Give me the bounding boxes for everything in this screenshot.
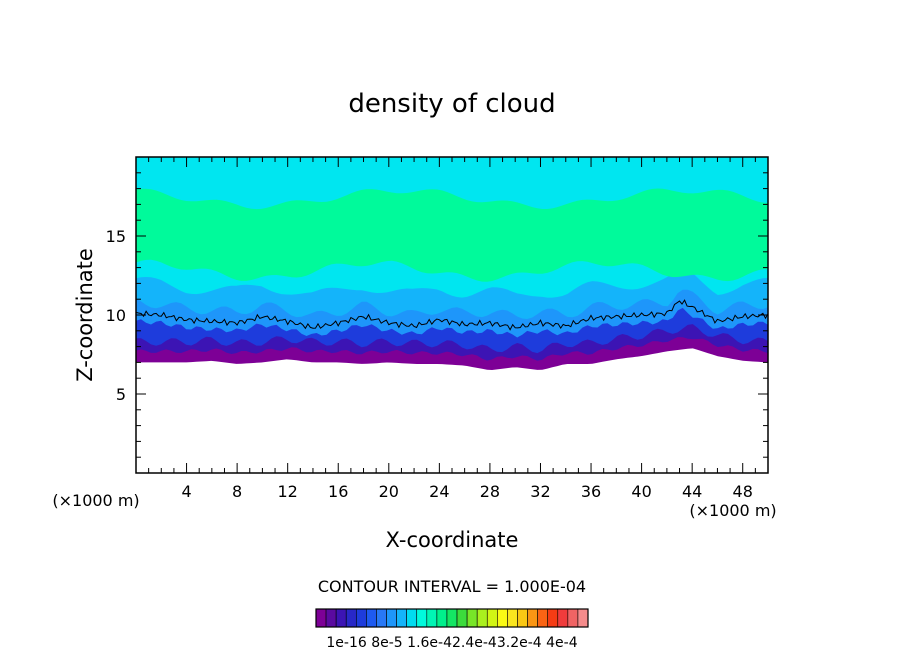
x-unit-right: (×1000 m)	[689, 501, 776, 520]
colorbar-swatch	[376, 608, 387, 628]
x-tick-label: 40	[631, 482, 651, 501]
contour-line	[135, 299, 769, 331]
contour-lines	[135, 299, 769, 331]
y-tick-label: 15	[106, 227, 126, 246]
contour-interval-label: CONTOUR INTERVAL = 1.000E-04	[318, 577, 586, 596]
y-tick-label: 5	[116, 385, 126, 404]
x-tick-label: 12	[278, 482, 298, 501]
contour-fill-layers	[136, 157, 768, 370]
colorbar-swatch	[527, 608, 538, 628]
colorbar-swatch	[557, 608, 569, 628]
colorbar-frame	[315, 608, 589, 628]
colorbar-swatch	[466, 608, 478, 628]
x-tick-labels: 4 8 12 16 20 24 28 32 36 40 44 48	[181, 482, 752, 501]
x-tick-label: 16	[328, 482, 348, 501]
x-axis-label: X-coordinate	[386, 528, 519, 552]
x-tick-label: 36	[581, 482, 601, 501]
colorbar-swatch	[537, 608, 549, 628]
colorbar-swatch	[517, 608, 528, 628]
colorbar-swatch	[416, 608, 428, 628]
x-tick-label: 28	[480, 482, 500, 501]
colorbar-swatch	[476, 608, 488, 628]
y-tick-labels: 5 10 15	[106, 227, 126, 404]
colorbar-swatch	[567, 608, 579, 628]
colorbar-swatch	[446, 608, 458, 628]
contour-layer-top	[136, 157, 768, 210]
x-tick-label: 20	[379, 482, 399, 501]
colorbar-labels: 1e-16 8e-5 1.6e-42.4e-43.2e-4 4e-4	[326, 635, 577, 651]
colorbar-swatch	[315, 608, 327, 628]
colorbar-swatch	[345, 608, 357, 628]
y-axis-label: Z-coordinate	[73, 248, 97, 382]
colorbar-swatch	[406, 608, 418, 628]
colorbar-swatch	[386, 608, 397, 628]
x-unit-left: (×1000 m)	[52, 491, 139, 510]
x-tick-label: 44	[682, 482, 702, 501]
x-tick-label: 4	[181, 482, 191, 501]
y-tick-label: 10	[106, 306, 126, 325]
colorbar-swatch	[325, 608, 337, 628]
colorbar-swatch	[366, 608, 377, 628]
chart-title: density of cloud	[348, 89, 555, 119]
colorbar-swatch	[497, 608, 508, 628]
colorbar-swatch	[456, 608, 468, 628]
colorbar-swatch	[426, 608, 438, 628]
x-tick-label: 48	[733, 482, 753, 501]
colorbar-swatch	[577, 608, 589, 628]
colorbar-swatch	[507, 608, 518, 628]
colorbar	[315, 608, 589, 628]
colorbar-swatch	[335, 608, 347, 628]
colorbar-swatch	[436, 608, 448, 628]
colorbar-swatch	[396, 608, 407, 628]
x-tick-label: 24	[429, 482, 449, 501]
axis-ticks	[136, 157, 768, 473]
colorbar-swatch	[486, 608, 498, 628]
colorbar-swatch	[355, 608, 367, 628]
x-tick-label: 8	[232, 482, 242, 501]
x-tick-label: 32	[530, 482, 550, 501]
colorbar-swatch	[547, 608, 559, 628]
